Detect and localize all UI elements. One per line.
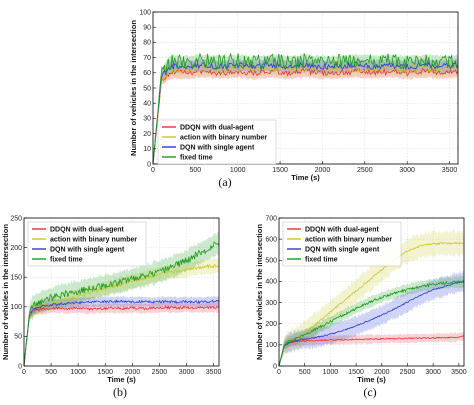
x-tick-label: 2000	[125, 369, 141, 376]
y-tick-label: 70	[143, 55, 151, 62]
x-tick-label: 2500	[400, 369, 416, 376]
x-axis-label: Time (s)	[107, 375, 136, 384]
x-tick-label: 0	[22, 369, 26, 376]
plot-frame	[23, 217, 220, 367]
y-tick-label: 600	[265, 236, 277, 243]
x-tick-label: 500	[299, 369, 311, 376]
x-axis-label: Time (s)	[291, 173, 320, 182]
x-tick-label: 2000	[315, 167, 331, 174]
y-axis-label: Number of vehicles in the intersection	[129, 20, 138, 156]
legend: DDQN with dual-agent action with binary n…	[157, 119, 277, 165]
y-tick-label: 60	[143, 70, 151, 77]
y-axis-label: Number of vehicles in the intersection	[255, 224, 264, 360]
panel-caption: (a)	[218, 175, 231, 189]
series-line-3	[278, 280, 465, 367]
series-line-3	[152, 52, 459, 165]
x-tick-label: 2500	[357, 167, 373, 174]
x-tick-label: 500	[190, 167, 202, 174]
legend: DDQN with dual-agent action with binary n…	[282, 221, 402, 267]
y-tick-label: 500	[265, 258, 277, 265]
series-line-1	[152, 64, 459, 165]
x-tick-label: 3000	[425, 369, 441, 376]
x-tick-label: 500	[45, 369, 57, 376]
x-tick-label: 1500	[272, 167, 288, 174]
y-tick-label: 0	[273, 363, 277, 370]
y-tick-label: 80	[143, 40, 151, 47]
series-line-2	[23, 299, 220, 367]
legend-box	[282, 221, 402, 267]
legend-entry: action with binary number	[305, 236, 392, 243]
y-tick-label: 250	[10, 215, 22, 222]
y-tick-label: 400	[265, 279, 277, 286]
x-tick-label: 1000	[323, 369, 339, 376]
x-tick-label: 3500	[206, 369, 222, 376]
legend-entry: action with binary number	[180, 134, 267, 141]
legend-entry: fixed time	[305, 256, 338, 263]
y-tick-label: 700	[265, 215, 277, 222]
legend-entry: DQN with single agent	[50, 246, 125, 253]
series-line-1	[278, 241, 465, 367]
x-tick-label: 3500	[451, 369, 467, 376]
legend-box	[157, 119, 277, 165]
panel-caption: (c)	[363, 385, 376, 399]
series-line-3	[23, 241, 220, 367]
x-tick-label: 3000	[399, 167, 415, 174]
plot-frame	[278, 217, 465, 367]
y-tick-label: 200	[10, 245, 22, 252]
series-line-0	[278, 335, 465, 367]
y-tick-label: 0	[147, 161, 151, 168]
x-tick-label: 1500	[348, 369, 364, 376]
series-band-0	[153, 64, 458, 164]
x-tick-label: 1500	[97, 369, 113, 376]
y-tick-label: 50	[14, 334, 22, 341]
legend-entry: DQN with single agent	[305, 246, 380, 253]
panel-caption: (b)	[113, 385, 127, 399]
y-tick-label: 30	[143, 116, 151, 123]
legend-box	[27, 221, 147, 267]
y-tick-label: 50	[143, 85, 151, 92]
series-line-0	[23, 305, 220, 367]
legend-entry: fixed time	[180, 154, 213, 161]
y-tick-label: 300	[265, 300, 277, 307]
series-line-2	[278, 280, 465, 367]
y-tick-label: 20	[143, 131, 151, 138]
x-tick-label: 3000	[179, 369, 195, 376]
legend-entry: fixed time	[50, 256, 83, 263]
y-tick-label: 100	[265, 342, 277, 349]
series-band-0	[24, 301, 219, 366]
legend-entry: action with binary number	[50, 236, 137, 243]
y-tick-label: 200	[265, 321, 277, 328]
series-line-0	[152, 67, 459, 165]
x-axis-label: Time (s)	[357, 375, 386, 384]
y-tick-label: 0	[18, 363, 22, 370]
x-tick-label: 1000	[70, 369, 86, 376]
x-tick-label: 2500	[152, 369, 168, 376]
y-tick-label: 150	[10, 275, 22, 282]
series-band-2	[279, 270, 464, 366]
y-tick-label: 100	[10, 304, 22, 311]
x-tick-label: 2000	[374, 369, 390, 376]
legend-entry: DDQN with dual-agent	[180, 124, 255, 131]
y-axis-label: Number of vehicles in the intersection	[1, 224, 10, 360]
y-tick-label: 90	[143, 25, 151, 32]
x-tick-label: 3500	[442, 167, 458, 174]
x-tick-label: 1000	[230, 167, 246, 174]
y-tick-label: 40	[143, 101, 151, 108]
legend-entry: DDQN with dual-agent	[50, 226, 125, 233]
series-line-2	[152, 61, 459, 165]
x-tick-label: 0	[151, 167, 155, 174]
chart-panel-c: 0 100 200 300 400 500 600 700 0 500 1000 1500 2000 25…	[255, 215, 467, 399]
x-tick-label: 0	[277, 369, 281, 376]
legend-entry: DQN with single agent	[180, 144, 255, 151]
y-tick-label: 10	[143, 146, 151, 153]
legend: DDQN with dual-agent action with binary n…	[27, 221, 147, 267]
series-band-3	[279, 275, 464, 366]
y-tick-label: 100	[139, 9, 151, 16]
legend-entry: DDQN with dual-agent	[305, 226, 380, 233]
series-band-3	[153, 53, 458, 164]
